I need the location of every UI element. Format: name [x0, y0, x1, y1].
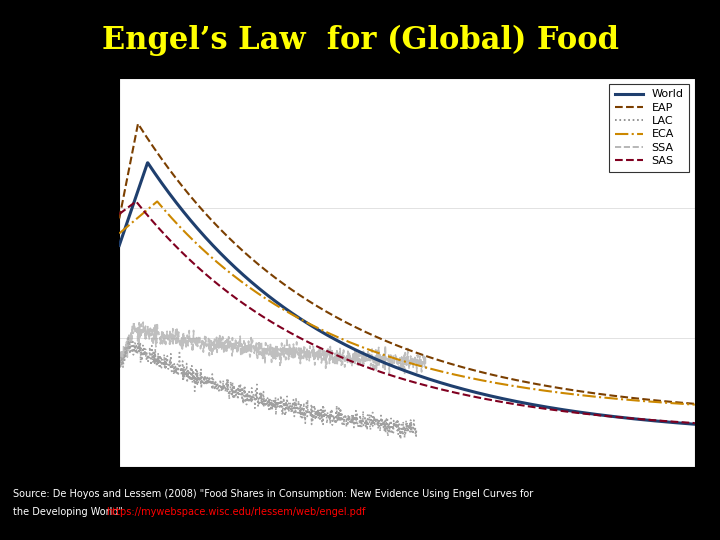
Text: Figure 1:  Observed Food Shares and Household Incomes: Figure 1: Observed Food Shares and House… — [119, 62, 463, 75]
Text: Source: De Hoyos and Lessem (2008) "Food Shares in Consumption: New Evidence Usi: Source: De Hoyos and Lessem (2008) "Food… — [13, 489, 534, 499]
Y-axis label: Food Share: Food Share — [85, 239, 98, 307]
Text: the Developing World": the Developing World" — [13, 507, 126, 517]
Legend: World, EAP, LAC, ECA, SSA, SAS: World, EAP, LAC, ECA, SSA, SAS — [609, 84, 689, 172]
Text: https://mywebspace.wisc.edu/rlessem/web/engel.pdf: https://mywebspace.wisc.edu/rlessem/web/… — [107, 507, 366, 517]
Text: Engel’s Law  for (Global) Food: Engel’s Law for (Global) Food — [102, 24, 618, 56]
X-axis label: Per Capita Expenditure, 2005 PPP: Per Capita Expenditure, 2005 PPP — [305, 492, 509, 505]
